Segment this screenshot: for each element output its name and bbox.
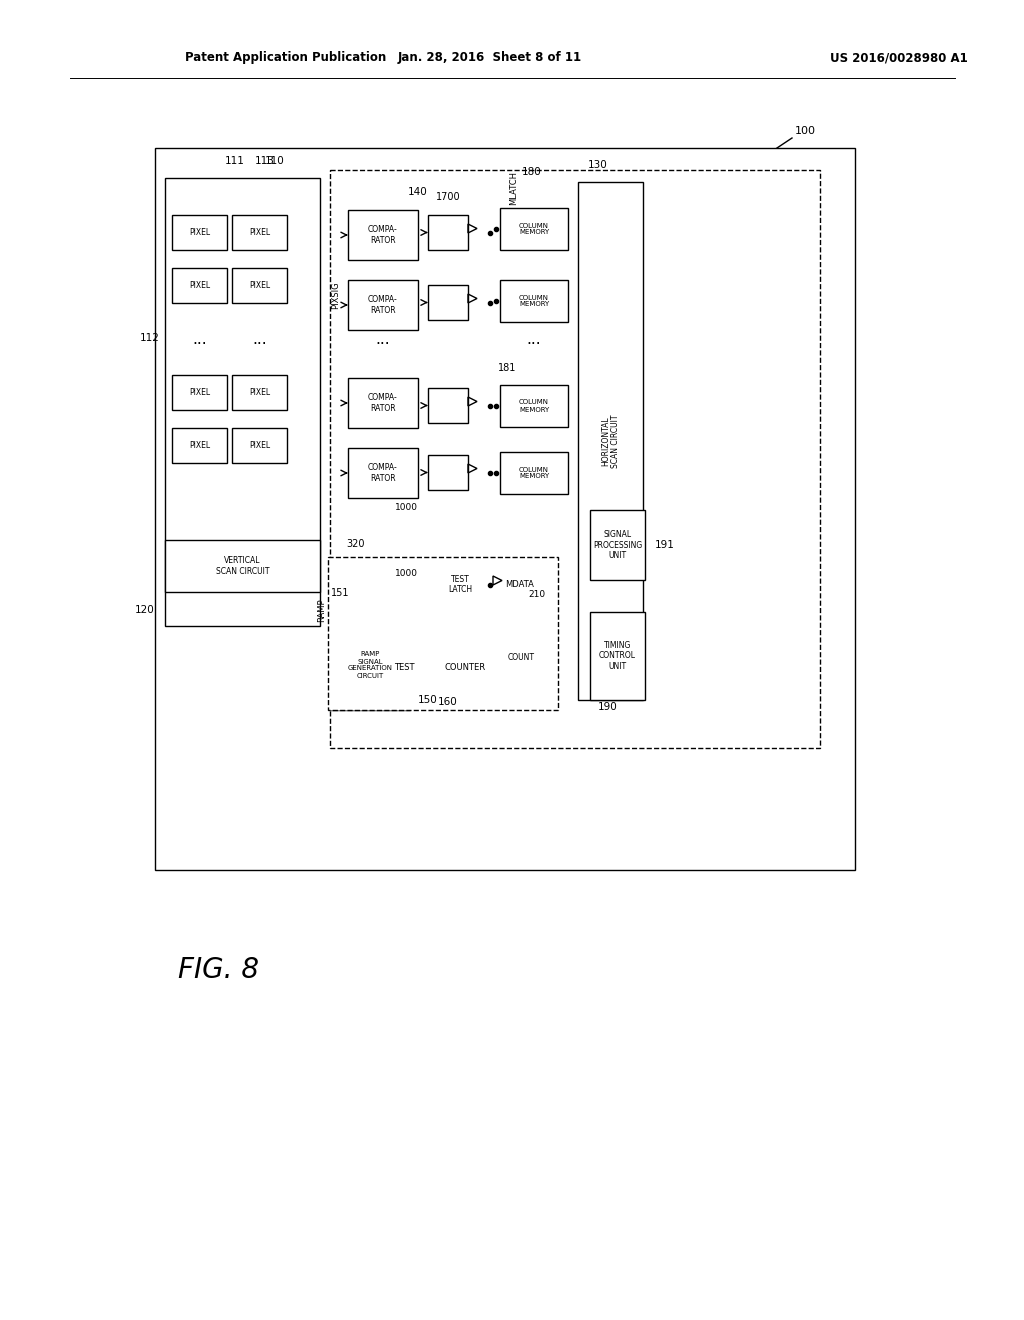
Text: 110: 110	[265, 156, 285, 166]
Text: 150: 150	[418, 696, 437, 705]
Bar	[328, 557, 558, 710]
Bar	[590, 612, 645, 700]
Text: COMPA-
RATOR: COMPA- RATOR	[368, 393, 398, 413]
Bar	[330, 620, 410, 710]
Text: Patent Application Publication: Patent Application Publication	[185, 51, 386, 65]
Bar	[172, 215, 227, 249]
Bar	[172, 428, 227, 463]
Bar	[590, 510, 645, 579]
Text: RAMP
SIGNAL
GENERATION
CIRCUIT: RAMP SIGNAL GENERATION CIRCUIT	[347, 652, 392, 678]
Text: 113: 113	[255, 156, 274, 166]
Text: COLUMN
MEMORY: COLUMN MEMORY	[519, 400, 549, 412]
Bar	[428, 285, 468, 319]
Text: 120: 120	[135, 605, 155, 615]
Text: PIXEL: PIXEL	[249, 281, 270, 290]
Text: ...: ...	[193, 333, 207, 347]
Bar	[500, 209, 568, 249]
Bar	[428, 562, 493, 607]
Text: FIG. 8: FIG. 8	[178, 956, 259, 983]
Bar	[428, 455, 468, 490]
Bar	[348, 280, 418, 330]
Bar	[172, 375, 227, 411]
Text: 190: 190	[598, 702, 617, 711]
Text: RAMP: RAMP	[317, 598, 327, 622]
Text: ...: ...	[526, 333, 542, 347]
Bar	[428, 388, 468, 422]
Bar	[232, 215, 287, 249]
Text: ...: ...	[252, 333, 267, 347]
Text: COUNT: COUNT	[508, 653, 535, 663]
Text: 180: 180	[522, 168, 542, 177]
Text: TIMING
CONTROL
UNIT: TIMING CONTROL UNIT	[599, 642, 636, 671]
Text: 1000: 1000	[395, 503, 418, 512]
Text: 181: 181	[498, 363, 516, 374]
Bar	[348, 210, 418, 260]
Text: PIXEL: PIXEL	[249, 441, 270, 450]
Text: MDATA: MDATA	[505, 579, 534, 589]
Text: 151: 151	[331, 587, 349, 598]
Bar	[155, 148, 855, 870]
Bar	[578, 182, 643, 700]
Bar	[232, 375, 287, 411]
Text: 1700: 1700	[436, 191, 461, 202]
Text: PIXEL: PIXEL	[189, 228, 210, 238]
Bar	[500, 451, 568, 494]
Text: PIXEL: PIXEL	[189, 441, 210, 450]
Text: COUNTER: COUNTER	[444, 663, 485, 672]
Text: 210: 210	[528, 590, 545, 599]
Text: Jan. 28, 2016  Sheet 8 of 11: Jan. 28, 2016 Sheet 8 of 11	[398, 51, 582, 65]
Text: VERTICAL
SCAN CIRCUIT: VERTICAL SCAN CIRCUIT	[216, 556, 269, 576]
Text: 160: 160	[438, 697, 458, 708]
Text: PIXSIG: PIXSIG	[332, 281, 341, 309]
Text: 130: 130	[588, 160, 608, 170]
Bar	[428, 215, 468, 249]
Text: 111: 111	[225, 156, 245, 166]
Text: 1000: 1000	[395, 569, 418, 578]
Bar	[348, 378, 418, 428]
Bar	[500, 280, 568, 322]
Bar	[232, 268, 287, 304]
Text: US 2016/0028980 A1: US 2016/0028980 A1	[830, 51, 968, 65]
Bar	[165, 540, 319, 591]
Bar	[500, 385, 568, 426]
Text: TEST: TEST	[394, 663, 415, 672]
Text: COLUMN
MEMORY: COLUMN MEMORY	[519, 294, 549, 308]
Text: COMPA-
RATOR: COMPA- RATOR	[368, 226, 398, 244]
Text: COMPA-
RATOR: COMPA- RATOR	[368, 463, 398, 483]
Text: COLUMN
MEMORY: COLUMN MEMORY	[519, 223, 549, 235]
Text: PIXEL: PIXEL	[249, 388, 270, 397]
Text: PIXEL: PIXEL	[189, 281, 210, 290]
Text: COMPA-
RATOR: COMPA- RATOR	[368, 296, 398, 314]
Text: PIXEL: PIXEL	[189, 388, 210, 397]
Text: 320: 320	[346, 539, 365, 549]
Text: 191: 191	[655, 540, 675, 550]
Text: ...: ...	[376, 333, 390, 347]
Text: SIGNAL
PROCESSING
UNIT: SIGNAL PROCESSING UNIT	[593, 531, 642, 560]
Text: 100: 100	[795, 125, 816, 136]
Bar	[165, 178, 319, 626]
Bar	[172, 268, 227, 304]
Text: HORIZONTAL
SCAN CIRCUIT: HORIZONTAL SCAN CIRCUIT	[601, 414, 621, 467]
Text: TEST
LATCH: TEST LATCH	[449, 574, 472, 594]
Text: MLATCH: MLATCH	[510, 172, 518, 205]
Text: PIXEL: PIXEL	[249, 228, 270, 238]
Text: COLUMN
MEMORY: COLUMN MEMORY	[519, 466, 549, 479]
Bar	[430, 640, 500, 696]
Bar	[330, 170, 820, 748]
Bar	[232, 428, 287, 463]
Text: 140: 140	[408, 187, 428, 197]
Text: 112: 112	[140, 333, 160, 343]
Bar	[348, 447, 418, 498]
